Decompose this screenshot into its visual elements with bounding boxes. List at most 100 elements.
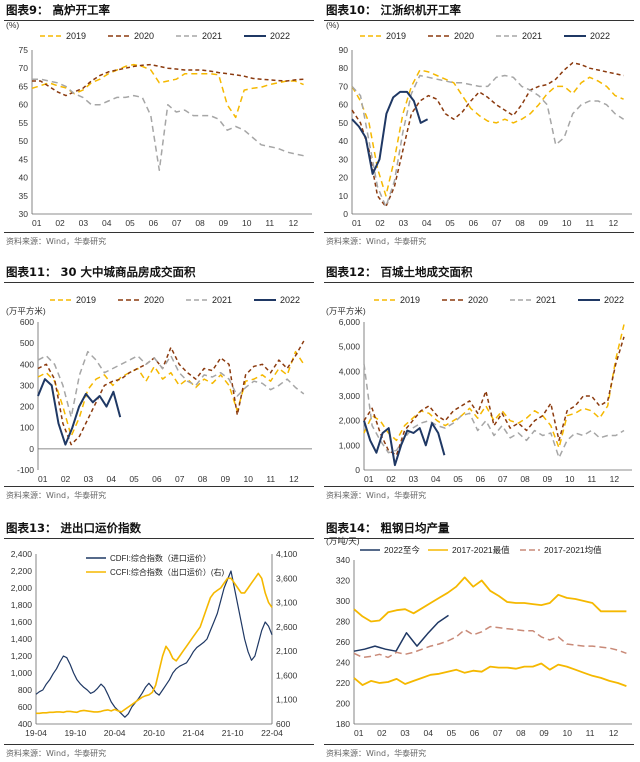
panel-blast-furnace: 图表9： 高炉开工率 (%) 30 35 40 45 50 55 60 65 70 75 01 02 03…: [0, 0, 320, 254]
x-tick-label: 04: [424, 728, 434, 738]
y-tick-label: 80: [339, 63, 349, 73]
y-tick-label: 400: [18, 719, 32, 729]
source-note: 资料来源：Wind，华泰研究: [6, 749, 107, 758]
axis-unit-label: (%): [6, 20, 19, 30]
axis-unit-label: (万平方米): [326, 306, 366, 316]
y2-tick-label: 600: [276, 719, 290, 729]
y2-tick-label: 3,600: [276, 573, 298, 583]
legend-label: 2022: [590, 31, 610, 41]
x-tick-label: 06: [469, 218, 479, 228]
legend-label: 2019: [76, 295, 96, 305]
x-tick-label: 04: [107, 474, 117, 484]
x-tick-label: 09: [219, 218, 229, 228]
series-line-2: [363, 363, 625, 459]
x-tick-label: 01: [38, 474, 48, 484]
legend-label: 2017-2021最值: [452, 545, 510, 555]
source-rule: [4, 486, 314, 487]
y2-tick-label: 4,100: [276, 549, 298, 559]
x-tick-label: 03: [79, 218, 89, 228]
legend-label: 2019: [400, 295, 420, 305]
series-line-0: [351, 69, 624, 197]
y-tick-label: 0: [355, 465, 360, 475]
series-line-2: [32, 78, 304, 172]
x-tick-label: 06: [152, 474, 162, 484]
y-tick-label: 90: [339, 45, 349, 55]
title-rule: [324, 20, 634, 21]
x-tick-label: 02: [55, 218, 65, 228]
y-tick-label: 280: [336, 617, 350, 627]
x-tick-label: 10: [242, 218, 252, 228]
y-tick-label: 60: [19, 100, 29, 110]
y-tick-label: 340: [336, 555, 350, 565]
panel-title: 图表12： 百城土地成交面积: [326, 265, 473, 279]
y-tick-label: 1,200: [11, 651, 33, 661]
x-tick-label: 12: [289, 218, 299, 228]
chart-blast-furnace: (%) 30 35 40 45 50 55 60 65 70 75 01 02 03 04 05 06 07 08 0…: [6, 20, 312, 228]
y-tick-label: 40: [19, 173, 29, 183]
x-tick-label: 09: [221, 474, 231, 484]
legend-label: 2021: [536, 295, 556, 305]
title-rule: [324, 538, 634, 539]
y2-tick-label: 2,100: [276, 646, 298, 656]
y-tick-label: 1,000: [11, 668, 33, 678]
legend-label: CDFI:综合指数（进口运价）: [110, 553, 211, 563]
y-tick-label: 240: [336, 658, 350, 668]
series-line-2: [353, 662, 627, 687]
legend-label: 2019: [66, 31, 86, 41]
x-tick-label: 05: [445, 218, 455, 228]
chart-crude-steel: (万吨/天) 180 200 220 240 260 280 300 320 340 01 02 03 0…: [326, 536, 632, 738]
x-tick-label: 12: [289, 474, 299, 484]
x-tick-label: 20-04: [104, 728, 126, 738]
title-rule: [4, 538, 314, 539]
y-tick-label: 220: [336, 678, 350, 688]
x-tick-label: 09: [543, 474, 553, 484]
x-tick-label: 06: [470, 728, 480, 738]
x-tick-label: 12: [609, 218, 619, 228]
title-rule: [4, 282, 314, 283]
panel-title: 图表11： 30 大中城商品房成交面积: [6, 265, 196, 279]
y-tick-label: 65: [19, 81, 29, 91]
legend-label: 2021: [522, 31, 542, 41]
source-rule: [4, 744, 314, 745]
y-tick-label: 200: [20, 402, 34, 412]
y-tick-label: 50: [19, 136, 29, 146]
y-tick-label: 70: [19, 63, 29, 73]
source-rule: [324, 744, 634, 745]
y-tick-label: 1,600: [11, 617, 33, 627]
source-note: 资料来源：Wind，华泰研究: [326, 749, 427, 758]
x-tick-label: 07: [175, 474, 185, 484]
x-tick-label: 01: [32, 218, 42, 228]
panel-title: 图表9： 高炉开工率: [6, 3, 111, 17]
x-tick-label: 07: [172, 218, 182, 228]
y-tick-label: 6,000: [339, 317, 361, 327]
chart-loom-rate: (%) 0 10 20 30 40 50 60 70 80 90 01 02 03 04 05 06 07 08 09…: [326, 20, 632, 228]
x-tick-label: 21-10: [222, 728, 244, 738]
y-tick-label: 2,200: [11, 566, 33, 576]
x-tick-label: 11: [587, 474, 596, 484]
y-tick-label: 10: [339, 191, 349, 201]
panel-title: 图表10： 江浙织机开工率: [326, 3, 462, 17]
legend-label: 2022: [280, 295, 300, 305]
x-tick-label: 08: [520, 474, 530, 484]
y-tick-label: 300: [336, 596, 350, 606]
series-line-1: [32, 63, 304, 97]
y2-tick-label: 2,600: [276, 622, 298, 632]
series-line-0: [31, 63, 304, 119]
x-tick-label: 11: [586, 728, 595, 738]
x-tick-label: 08: [198, 474, 208, 484]
y-tick-label: 600: [18, 702, 32, 712]
x-tick-label: 07: [492, 218, 502, 228]
x-tick-label: 04: [422, 218, 432, 228]
source-note: 资料来源：Wind，华泰研究: [326, 237, 427, 246]
axis-unit-label: (%): [326, 20, 339, 30]
x-tick-label: 01: [364, 474, 374, 484]
y-tick-label: 600: [20, 317, 34, 327]
x-tick-label: 11: [585, 218, 594, 228]
y-tick-label: 1,400: [11, 634, 33, 644]
y-tick-label: 0: [29, 444, 34, 454]
y-tick-label: 0: [343, 209, 348, 219]
y-tick-label: 30: [19, 209, 29, 219]
series-line-1: [363, 336, 625, 456]
y-tick-label: 3,000: [339, 391, 361, 401]
x-tick-label: 03: [84, 474, 94, 484]
